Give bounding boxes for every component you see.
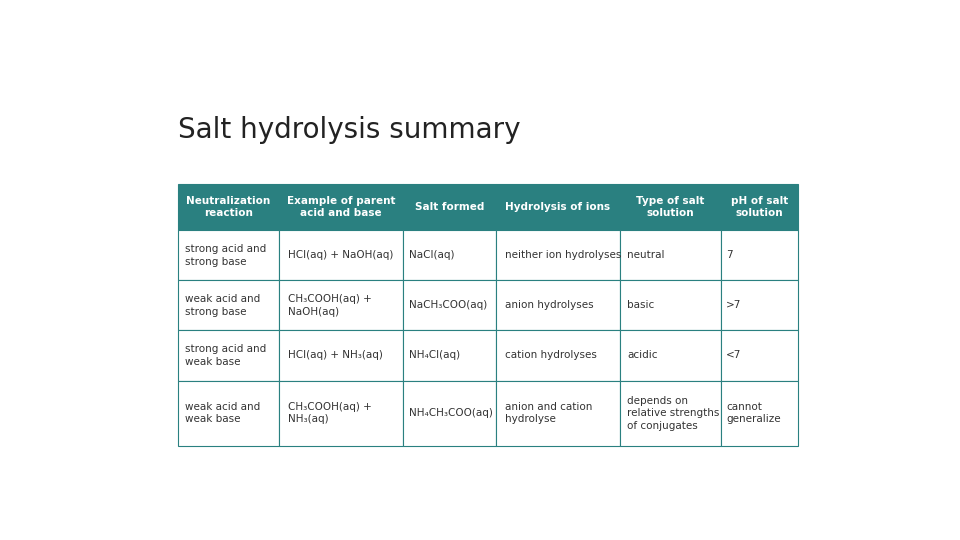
Bar <box>403 280 496 330</box>
Bar <box>179 330 278 381</box>
Bar <box>721 231 798 280</box>
Text: Salt formed: Salt formed <box>415 202 484 212</box>
Bar <box>496 381 620 446</box>
Bar <box>278 381 403 446</box>
Text: basic: basic <box>627 300 654 310</box>
Bar <box>721 184 798 231</box>
Text: <7: <7 <box>726 350 741 361</box>
Bar <box>278 280 403 330</box>
Bar <box>496 280 620 330</box>
Bar <box>278 231 403 280</box>
Bar <box>721 381 798 446</box>
Text: Example of parent
acid and base: Example of parent acid and base <box>287 196 396 219</box>
Bar <box>403 330 496 381</box>
Bar <box>278 330 403 381</box>
Text: HCl(aq) + NaOH(aq): HCl(aq) + NaOH(aq) <box>288 251 393 260</box>
Text: >7: >7 <box>726 300 741 310</box>
Text: strong acid and
strong base: strong acid and strong base <box>185 244 267 267</box>
Text: cannot
generalize: cannot generalize <box>726 402 780 424</box>
Bar <box>620 280 721 330</box>
Text: NaCH₃COO(aq): NaCH₃COO(aq) <box>409 300 488 310</box>
Bar <box>496 330 620 381</box>
Text: Neutralization
reaction: Neutralization reaction <box>186 196 271 219</box>
Bar <box>496 231 620 280</box>
Bar <box>179 280 278 330</box>
Bar <box>620 231 721 280</box>
Text: acidic: acidic <box>627 350 658 361</box>
Text: anion and cation
hydrolyse: anion and cation hydrolyse <box>505 402 592 424</box>
Bar <box>496 184 620 231</box>
Text: weak acid and
weak base: weak acid and weak base <box>185 402 260 424</box>
Text: strong acid and
weak base: strong acid and weak base <box>185 345 267 367</box>
Bar <box>620 184 721 231</box>
Bar <box>179 184 278 231</box>
Text: anion hydrolyses: anion hydrolyses <box>505 300 593 310</box>
Text: 7: 7 <box>726 251 732 260</box>
Text: cation hydrolyses: cation hydrolyses <box>505 350 596 361</box>
Bar <box>403 381 496 446</box>
Bar <box>620 330 721 381</box>
Text: NaCl(aq): NaCl(aq) <box>409 251 455 260</box>
Text: neutral: neutral <box>627 251 664 260</box>
Text: HCl(aq) + NH₃(aq): HCl(aq) + NH₃(aq) <box>288 350 382 361</box>
Bar <box>179 231 278 280</box>
Text: Salt hydrolysis summary: Salt hydrolysis summary <box>179 116 520 144</box>
Text: NH₄CH₃COO(aq): NH₄CH₃COO(aq) <box>409 408 493 418</box>
Text: neither ion hydrolyses: neither ion hydrolyses <box>505 251 621 260</box>
Text: NH₄Cl(aq): NH₄Cl(aq) <box>409 350 461 361</box>
Bar <box>403 184 496 231</box>
Text: pH of salt
solution: pH of salt solution <box>731 196 788 219</box>
Bar <box>278 184 403 231</box>
Text: CH₃COOH(aq) +
NH₃(aq): CH₃COOH(aq) + NH₃(aq) <box>288 402 372 424</box>
Bar <box>721 280 798 330</box>
Text: Hydrolysis of ions: Hydrolysis of ions <box>505 202 611 212</box>
Text: weak acid and
strong base: weak acid and strong base <box>185 294 260 316</box>
Bar <box>403 231 496 280</box>
Text: depends on
relative strengths
of conjugates: depends on relative strengths of conjuga… <box>627 396 719 430</box>
Bar <box>620 381 721 446</box>
Bar <box>179 381 278 446</box>
Bar <box>721 330 798 381</box>
Text: CH₃COOH(aq) +
NaOH(aq): CH₃COOH(aq) + NaOH(aq) <box>288 294 372 316</box>
Text: Type of salt
solution: Type of salt solution <box>636 196 705 219</box>
